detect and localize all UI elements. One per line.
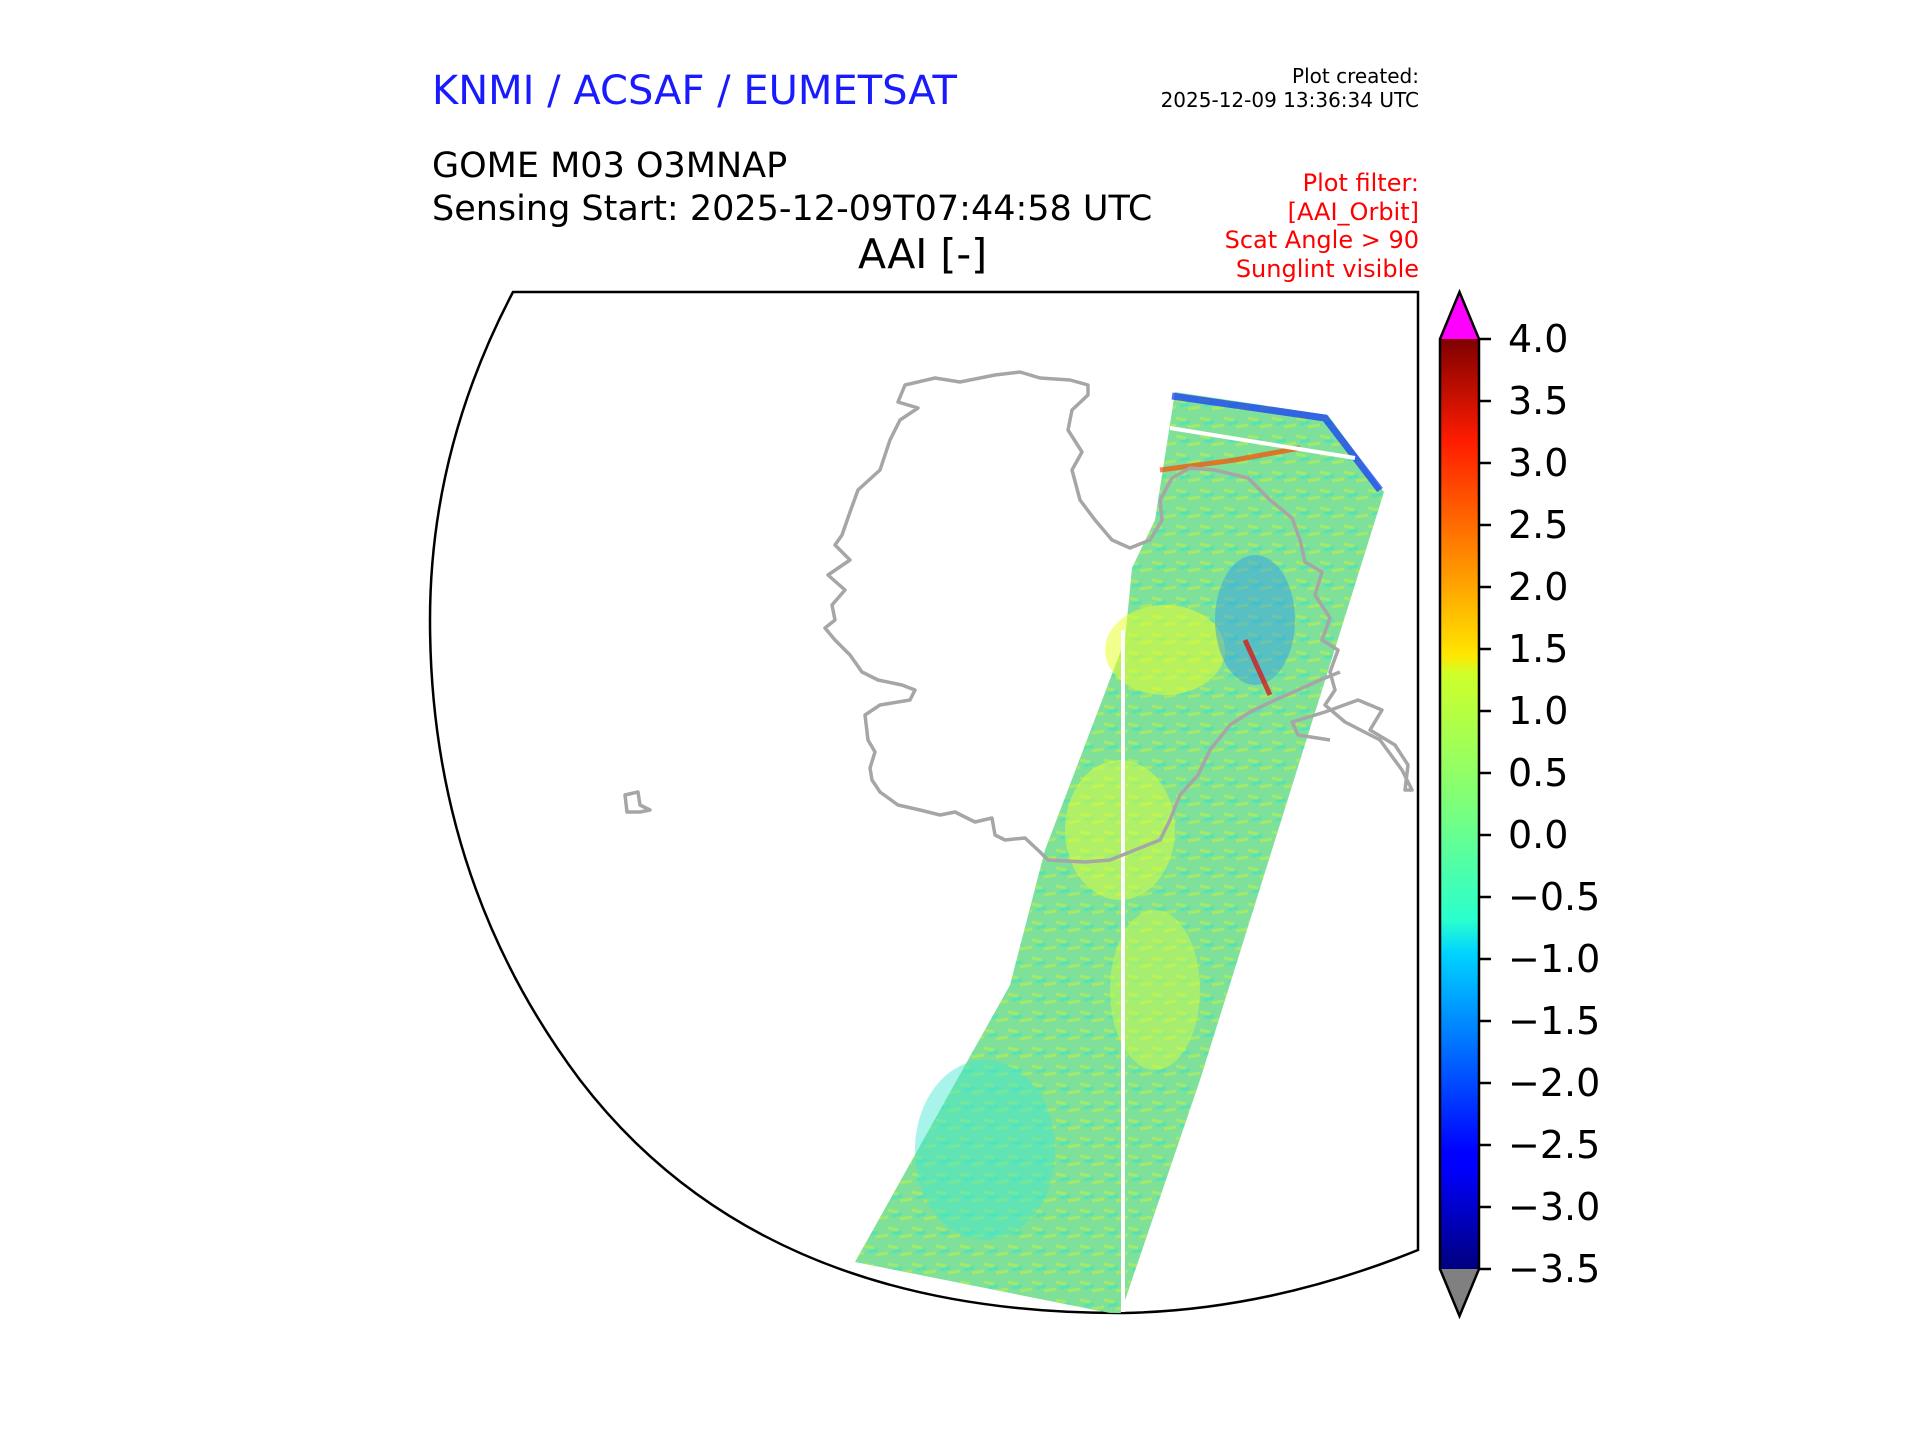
colorbar-tick-label: 1.0 [1508, 689, 1569, 733]
colorbar-tick-label: 3.0 [1508, 441, 1569, 485]
swath-blue-edge [1171, 392, 1383, 493]
swath-yellow-region-center [1065, 760, 1175, 900]
colorbar-tick-label: −1.5 [1508, 999, 1601, 1043]
colorbar-tick-label: 2.5 [1508, 503, 1569, 547]
colorbar [1438, 288, 1491, 1320]
colorbar-tick-label: 0.0 [1508, 813, 1569, 857]
swath-yellow-region-south [1110, 910, 1200, 1070]
coastline-island [623, 790, 652, 814]
swath-blue-region [1215, 555, 1295, 685]
variable-title: AAI [-] [858, 230, 988, 278]
swath-yellow-region-north [1105, 605, 1225, 695]
plot-created-label: Plot created: [1292, 64, 1419, 88]
swath-cyan-region-lower [915, 1060, 1055, 1240]
colorbar-tick-label: 4.0 [1508, 317, 1569, 361]
colorbar-under-triangle [1440, 1269, 1479, 1316]
colorbar-tick-label: −1.0 [1508, 937, 1601, 981]
colorbar-tick-label: −2.5 [1508, 1123, 1601, 1167]
colorbar-tick-label: −3.5 [1508, 1247, 1601, 1291]
coastline [623, 370, 1414, 864]
satellite-swath [855, 392, 1384, 1314]
colorbar-over-triangle [1440, 292, 1479, 339]
colorbar-ticks [1479, 337, 1491, 1271]
plot-filter-sunglint: Sunglint visible [1235, 255, 1419, 283]
plot-filter-scat-angle: Scat Angle > 90 [1224, 226, 1419, 254]
plot-created-time: 2025-12-09 13:36:34 UTC [1160, 88, 1419, 112]
swath-gap-horizontal [1169, 426, 1356, 460]
swath-red-streak-east [1242, 638, 1273, 697]
colorbar-tick-label: −2.0 [1508, 1061, 1601, 1105]
colorbar-gradient [1440, 339, 1479, 1269]
colorbar-tick-label: 3.5 [1508, 379, 1569, 423]
sensing-start-text: Sensing Start: 2025-12-09T07:44:58 UTC [432, 189, 1153, 229]
colorbar-tick-label: 2.0 [1508, 565, 1569, 609]
colorbar-tick-label: 1.5 [1508, 627, 1569, 671]
colorbar-tick-label: −0.5 [1508, 875, 1601, 919]
coastline-antarctica [823, 370, 1414, 864]
colorbar-tick-label: −3.0 [1508, 1185, 1601, 1229]
plot-filter-orbit: [AAI_Orbit] [1287, 198, 1419, 226]
product-title: GOME M03 O3MNAP [432, 146, 788, 186]
swath-red-streak-north [1159, 445, 1301, 473]
agency-title: KNMI / ACSAF / EUMETSAT [432, 68, 957, 114]
plot-filter-label: Plot filter: [1302, 169, 1419, 197]
colorbar-tick-label: 0.5 [1508, 751, 1569, 795]
